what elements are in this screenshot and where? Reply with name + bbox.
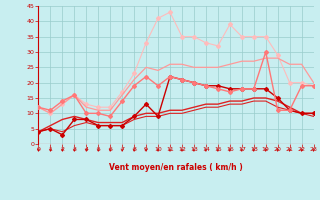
X-axis label: Vent moyen/en rafales ( km/h ): Vent moyen/en rafales ( km/h ) [109,163,243,172]
